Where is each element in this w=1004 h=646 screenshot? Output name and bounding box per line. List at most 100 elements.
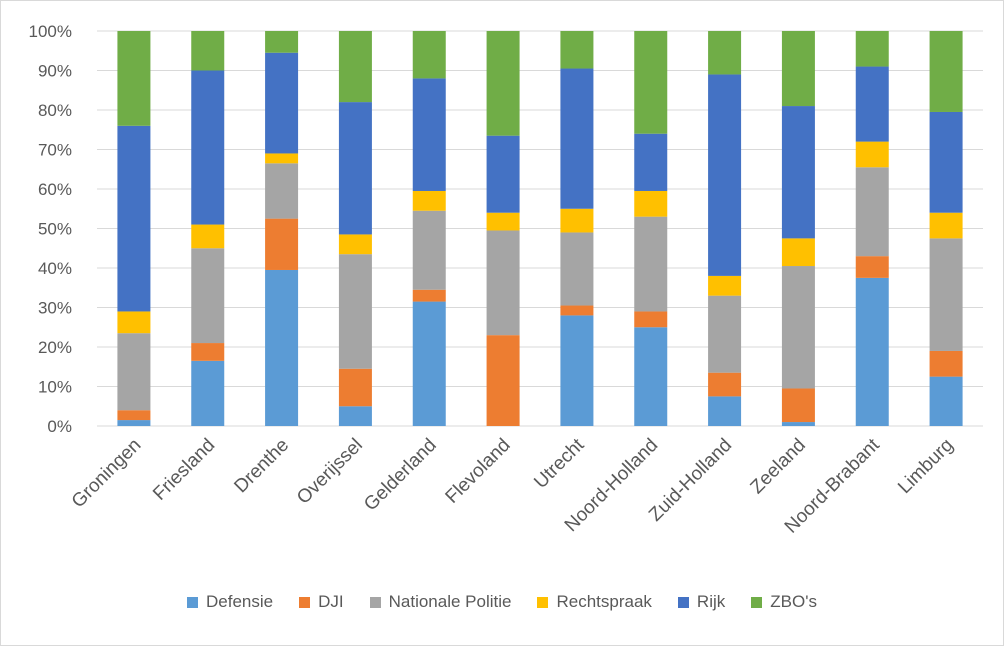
- y-tick-label: 20%: [38, 338, 72, 357]
- x-tick-label: Drenthe: [230, 435, 293, 498]
- y-tick-label: 100%: [29, 22, 72, 41]
- legend-swatch: [537, 596, 549, 608]
- bar-segment-defensie-overijssel: [338, 406, 372, 426]
- bar-segment-nationale-politie-flevoland: [486, 230, 520, 336]
- bar-segment-rechtspraak-gelderland: [412, 190, 446, 211]
- legend-label: ZBO's: [770, 592, 817, 611]
- bar-segment-rijk-flevoland: [486, 135, 520, 213]
- bar-segment-zbo-s-groningen: [117, 31, 151, 126]
- y-tick-label: 60%: [38, 180, 72, 199]
- bar-segment-defensie-noord-brabant: [855, 277, 889, 426]
- bar-segment-zbo-s-zeeland: [781, 31, 815, 107]
- bar-segment-rijk-utrecht: [560, 68, 594, 209]
- x-tick-label: Flevoland: [442, 435, 515, 508]
- bar-segment-rechtspraak-drenthe: [265, 153, 299, 164]
- bar-segment-rechtspraak-noord-holland: [634, 190, 668, 217]
- bar-segment-rijk-drenthe: [265, 52, 299, 154]
- legend-label: Rechtspraak: [556, 592, 652, 611]
- bar-segment-dji-zuid-holland: [708, 372, 742, 397]
- bar-segment-defensie-limburg: [929, 376, 963, 426]
- legend-label: Defensie: [206, 592, 274, 611]
- bar-segment-zbo-s-noord-holland: [634, 31, 668, 134]
- bar-segment-rechtspraak-zuid-holland: [708, 275, 742, 296]
- bar-segment-rijk-zeeland: [781, 106, 815, 239]
- bar-segment-rechtspraak-limburg: [929, 212, 963, 239]
- legend-swatch: [187, 596, 199, 608]
- y-tick-label: 40%: [38, 259, 72, 278]
- bar-segment-dji-drenthe: [265, 218, 299, 270]
- bar-segment-dji-limburg: [929, 350, 963, 377]
- y-tick-label: 30%: [38, 299, 72, 318]
- bar-segment-defensie-groningen: [117, 420, 151, 426]
- x-tick-label: Zeeland: [747, 435, 810, 498]
- bar-segment-defensie-gelderland: [412, 301, 446, 426]
- legend-label: Rijk: [696, 592, 726, 611]
- y-tick-label: 0%: [47, 417, 72, 436]
- y-tick-label: 70%: [38, 141, 72, 160]
- x-tick-label: Friesland: [149, 435, 219, 505]
- bar-segment-rechtspraak-flevoland: [486, 212, 520, 231]
- bar-segment-dji-noord-brabant: [855, 256, 889, 278]
- bars: [117, 31, 963, 426]
- bar-segment-rijk-gelderland: [412, 78, 446, 191]
- x-tick-label: Groningen: [68, 435, 146, 513]
- bar-segment-nationale-politie-groningen: [117, 333, 151, 411]
- legend-swatch: [299, 596, 311, 608]
- legend-swatch: [677, 596, 689, 608]
- bar-segment-defensie-zeeland: [781, 422, 815, 426]
- bar-segment-defensie-drenthe: [265, 269, 299, 426]
- bar-segment-rijk-friesland: [191, 70, 225, 225]
- legend-item: DJI: [299, 592, 344, 612]
- legend-item: Rijk: [677, 592, 726, 612]
- bar-segment-dji-gelderland: [412, 289, 446, 302]
- legend-swatch: [369, 596, 381, 608]
- bar-segment-dji-utrecht: [560, 305, 594, 316]
- bar-segment-zbo-s-overijssel: [338, 31, 372, 103]
- bar-segment-nationale-politie-noord-holland: [634, 216, 668, 312]
- bar-segment-zbo-s-zuid-holland: [708, 31, 742, 75]
- bar-segment-nationale-politie-noord-brabant: [855, 167, 889, 257]
- bar-segment-rechtspraak-groningen: [117, 311, 151, 334]
- bar-segment-nationale-politie-friesland: [191, 248, 225, 344]
- legend-label: Nationale Politie: [388, 592, 512, 611]
- bar-segment-zbo-s-noord-brabant: [855, 31, 889, 67]
- legend-item: Rechtspraak: [537, 592, 652, 612]
- x-tick-label: Utrecht: [530, 434, 589, 493]
- bar-segment-defensie-utrecht: [560, 315, 594, 426]
- bar-segment-zbo-s-drenthe: [265, 31, 299, 53]
- y-tick-label: 90%: [38, 62, 72, 81]
- bar-segment-zbo-s-gelderland: [412, 31, 446, 79]
- bar-segment-nationale-politie-zuid-holland: [708, 295, 742, 373]
- bar-segment-dji-noord-holland: [634, 311, 668, 328]
- bar-segment-nationale-politie-overijssel: [338, 254, 372, 369]
- bar-segment-defensie-noord-holland: [634, 327, 668, 426]
- bar-segment-rijk-limburg: [929, 111, 963, 213]
- bar-segment-defensie-friesland: [191, 360, 225, 426]
- x-tick-label: Gelderland: [360, 435, 441, 516]
- bar-segment-rijk-noord-brabant: [855, 66, 889, 142]
- bar-segment-rechtspraak-overijssel: [338, 234, 372, 255]
- legend-item: Defensie: [187, 592, 273, 612]
- bar-segment-nationale-politie-zeeland: [781, 266, 815, 389]
- y-tick-label: 80%: [38, 101, 72, 120]
- y-tick-label: 50%: [38, 220, 72, 239]
- legend-label: DJI: [318, 592, 344, 611]
- x-axis-ticks: Groningen Friesland Drenthe OverijsselGelde…: [68, 434, 958, 537]
- bar-segment-dji-groningen: [117, 410, 151, 421]
- bar-segment-rechtspraak-friesland: [191, 224, 225, 249]
- bar-segment-zbo-s-utrecht: [560, 31, 594, 69]
- y-tick-label: 10%: [38, 378, 72, 397]
- bar-segment-nationale-politie-limburg: [929, 238, 963, 351]
- bar-segment-dji-overijssel: [338, 368, 372, 407]
- bar-segment-nationale-politie-drenthe: [265, 163, 299, 219]
- legend-item: Nationale Politie: [369, 592, 512, 612]
- bar-segment-dji-flevoland: [486, 335, 520, 426]
- x-tick-label: Limburg: [894, 435, 957, 498]
- bar-segment-zbo-s-limburg: [929, 31, 963, 112]
- bar-segment-dji-zeeland: [781, 388, 815, 423]
- bar-segment-dji-friesland: [191, 343, 225, 361]
- bar-segment-rechtspraak-noord-brabant: [855, 141, 889, 168]
- bar-segment-nationale-politie-utrecht: [560, 232, 594, 306]
- bar-segment-rijk-overijssel: [338, 102, 372, 235]
